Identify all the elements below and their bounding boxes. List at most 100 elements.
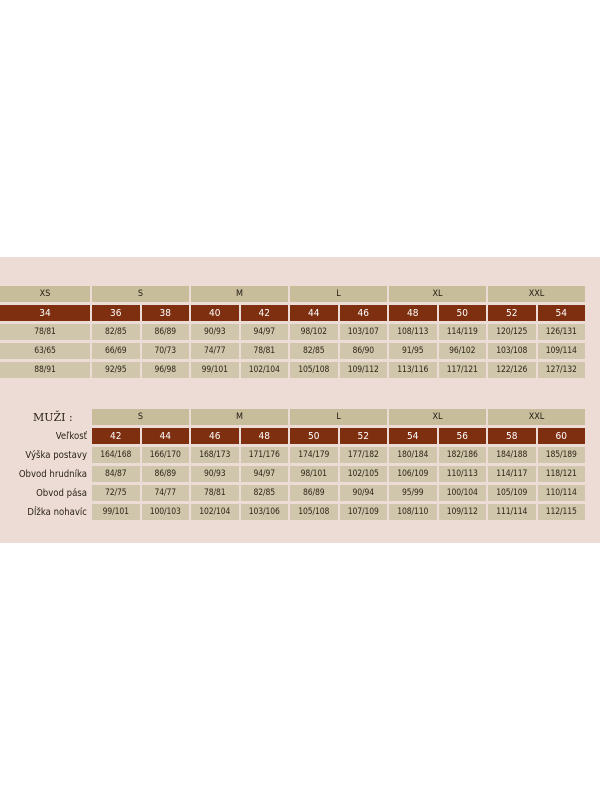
measurement-value: 96/98 bbox=[141, 362, 189, 378]
measurement-value: 103/108 bbox=[488, 343, 536, 359]
measurement-value: 86/90 bbox=[339, 343, 387, 359]
size-number: 46 bbox=[191, 428, 239, 444]
measurement-value: 63/65 bbox=[0, 343, 90, 359]
measurement-value: 109/114 bbox=[537, 343, 585, 359]
size-group-s: S bbox=[92, 286, 189, 302]
size-group-xl: XL bbox=[389, 409, 486, 425]
size-number: 58 bbox=[488, 428, 536, 444]
size-group-l: L bbox=[290, 409, 387, 425]
measurement-value: 110/114 bbox=[537, 485, 585, 501]
measurement-value: 114/119 bbox=[438, 324, 486, 340]
size-number: 36 bbox=[92, 305, 140, 321]
size-number: 44 bbox=[290, 305, 338, 321]
size-number: 56 bbox=[438, 428, 486, 444]
size-number: 34 bbox=[0, 305, 90, 321]
measurement-value: 122/126 bbox=[488, 362, 536, 378]
measurement-value: 91/95 bbox=[389, 343, 437, 359]
measurement-value: 105/109 bbox=[488, 485, 536, 501]
size-group-xxl: XXL bbox=[488, 286, 585, 302]
size-group-m: M bbox=[191, 409, 288, 425]
size-number: 50 bbox=[290, 428, 338, 444]
measurement-value: 112/115 bbox=[537, 504, 585, 520]
measurement-value: 114/117 bbox=[488, 466, 536, 482]
measurement-value: 108/110 bbox=[389, 504, 437, 520]
measurement-value: 90/93 bbox=[191, 466, 239, 482]
measurement-value: 86/89 bbox=[290, 485, 338, 501]
measurement-value: 99/101 bbox=[191, 362, 239, 378]
measurement-value: 95/99 bbox=[389, 485, 437, 501]
size-number: 38 bbox=[141, 305, 189, 321]
measurement-value: 99/101 bbox=[92, 504, 140, 520]
size-row-label: Veľkosť bbox=[55, 430, 87, 442]
size-number: 52 bbox=[339, 428, 387, 444]
size-number: 50 bbox=[438, 305, 486, 321]
measurement-value: 105/108 bbox=[290, 362, 338, 378]
measurement-value: 94/97 bbox=[240, 324, 288, 340]
women-size-table: ŽENY :XSSMLXLXXLVeľkosť34363840424446485… bbox=[0, 286, 585, 378]
men-section-title: MUŽI : bbox=[33, 410, 73, 424]
measurement-value: 94/97 bbox=[240, 466, 288, 482]
measurement-value: 182/186 bbox=[438, 447, 486, 463]
measurement-value: 171/176 bbox=[240, 447, 288, 463]
measurement-value: 70/73 bbox=[141, 343, 189, 359]
size-number: 52 bbox=[488, 305, 536, 321]
measurement-value: 96/102 bbox=[438, 343, 486, 359]
size-number: 40 bbox=[191, 305, 239, 321]
measurement-value: 78/81 bbox=[191, 485, 239, 501]
size-group-xxl: XXL bbox=[488, 409, 585, 425]
size-number: 42 bbox=[240, 305, 288, 321]
measurement-value: 103/106 bbox=[240, 504, 288, 520]
measurement-label: Obvod hrudníka bbox=[18, 468, 87, 480]
measurement-value: 72/75 bbox=[92, 485, 140, 501]
measurement-value: 84/87 bbox=[92, 466, 140, 482]
measurement-value: 110/113 bbox=[438, 466, 486, 482]
measurement-value: 102/105 bbox=[339, 466, 387, 482]
measurement-value: 82/85 bbox=[290, 343, 338, 359]
measurement-value: 180/184 bbox=[389, 447, 437, 463]
measurement-value: 109/112 bbox=[339, 362, 387, 378]
measurement-value: 164/168 bbox=[92, 447, 140, 463]
measurement-value: 90/93 bbox=[191, 324, 239, 340]
size-number: 46 bbox=[339, 305, 387, 321]
size-number: 60 bbox=[537, 428, 585, 444]
measurement-value: 82/85 bbox=[92, 324, 140, 340]
measurement-value: 74/77 bbox=[191, 343, 239, 359]
size-number: 44 bbox=[141, 428, 189, 444]
size-group-xs: XS bbox=[0, 286, 90, 302]
size-number: 42 bbox=[92, 428, 140, 444]
measurement-value: 100/104 bbox=[438, 485, 486, 501]
measurement-value: 82/85 bbox=[240, 485, 288, 501]
measurement-value: 98/101 bbox=[290, 466, 338, 482]
measurement-value: 66/69 bbox=[92, 343, 140, 359]
size-number: 48 bbox=[389, 305, 437, 321]
measurement-value: 177/182 bbox=[339, 447, 387, 463]
size-group-m: M bbox=[191, 286, 288, 302]
measurement-value: 100/103 bbox=[141, 504, 189, 520]
measurement-value: 105/108 bbox=[290, 504, 338, 520]
measurement-label: Výška postavy bbox=[25, 449, 87, 461]
measurement-value: 90/94 bbox=[339, 485, 387, 501]
measurement-value: 108/113 bbox=[389, 324, 437, 340]
measurement-value: 78/81 bbox=[240, 343, 288, 359]
measurement-value: 92/95 bbox=[92, 362, 140, 378]
measurement-value: 88/91 bbox=[0, 362, 90, 378]
measurement-value: 86/89 bbox=[141, 466, 189, 482]
size-number: 48 bbox=[240, 428, 288, 444]
measurement-value: 102/104 bbox=[240, 362, 288, 378]
measurement-value: 78/81 bbox=[0, 324, 90, 340]
measurement-value: 118/121 bbox=[537, 466, 585, 482]
men-size-table: MUŽI : S M L XL XXL Veľkosť 42 44 46 48 50 52 54 56 58 6… bbox=[0, 409, 585, 520]
measurement-value: 120/125 bbox=[488, 324, 536, 340]
size-group-s: S bbox=[92, 409, 189, 425]
measurement-label: Obvod pása bbox=[36, 487, 87, 499]
measurement-value: 102/104 bbox=[191, 504, 239, 520]
measurement-value: 184/188 bbox=[488, 447, 536, 463]
measurement-value: 107/109 bbox=[339, 504, 387, 520]
size-number: 54 bbox=[389, 428, 437, 444]
measurement-value: 111/114 bbox=[488, 504, 536, 520]
measurement-value: 106/109 bbox=[389, 466, 437, 482]
measurement-value: 103/107 bbox=[339, 324, 387, 340]
measurement-label: Dĺžka nohavíc bbox=[27, 506, 87, 518]
measurement-value: 168/173 bbox=[191, 447, 239, 463]
measurement-value: 126/131 bbox=[537, 324, 585, 340]
